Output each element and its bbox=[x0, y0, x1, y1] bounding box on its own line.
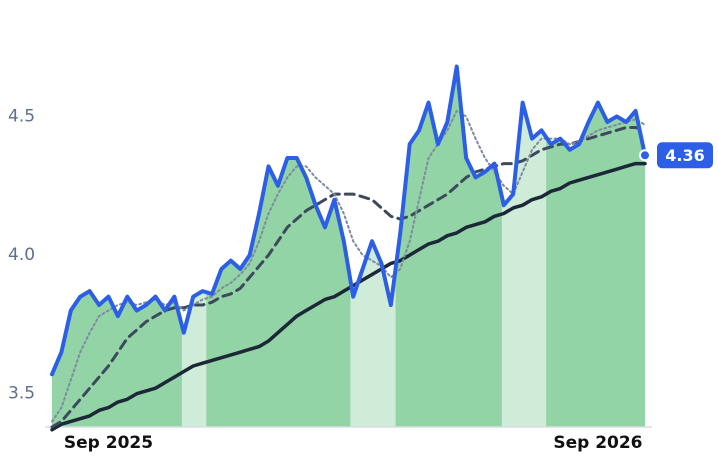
last-point bbox=[639, 149, 651, 162]
y-tick-label: 3.5 bbox=[8, 384, 35, 404]
series-line bbox=[50, 126, 647, 429]
series-line bbox=[50, 161, 647, 432]
band bbox=[501, 0, 547, 427]
area-fill bbox=[52, 66, 645, 427]
value-badge bbox=[657, 142, 713, 169]
y-tick-label: 4.0 bbox=[8, 245, 35, 265]
x-tick-label: Sep 2026 bbox=[553, 433, 642, 453]
value-label: 4.36 bbox=[665, 146, 704, 165]
band bbox=[181, 0, 207, 427]
x-tick-label: Sep 2025 bbox=[64, 433, 153, 453]
series-line bbox=[50, 64, 647, 377]
y-tick-label: 4.5 bbox=[8, 106, 35, 126]
